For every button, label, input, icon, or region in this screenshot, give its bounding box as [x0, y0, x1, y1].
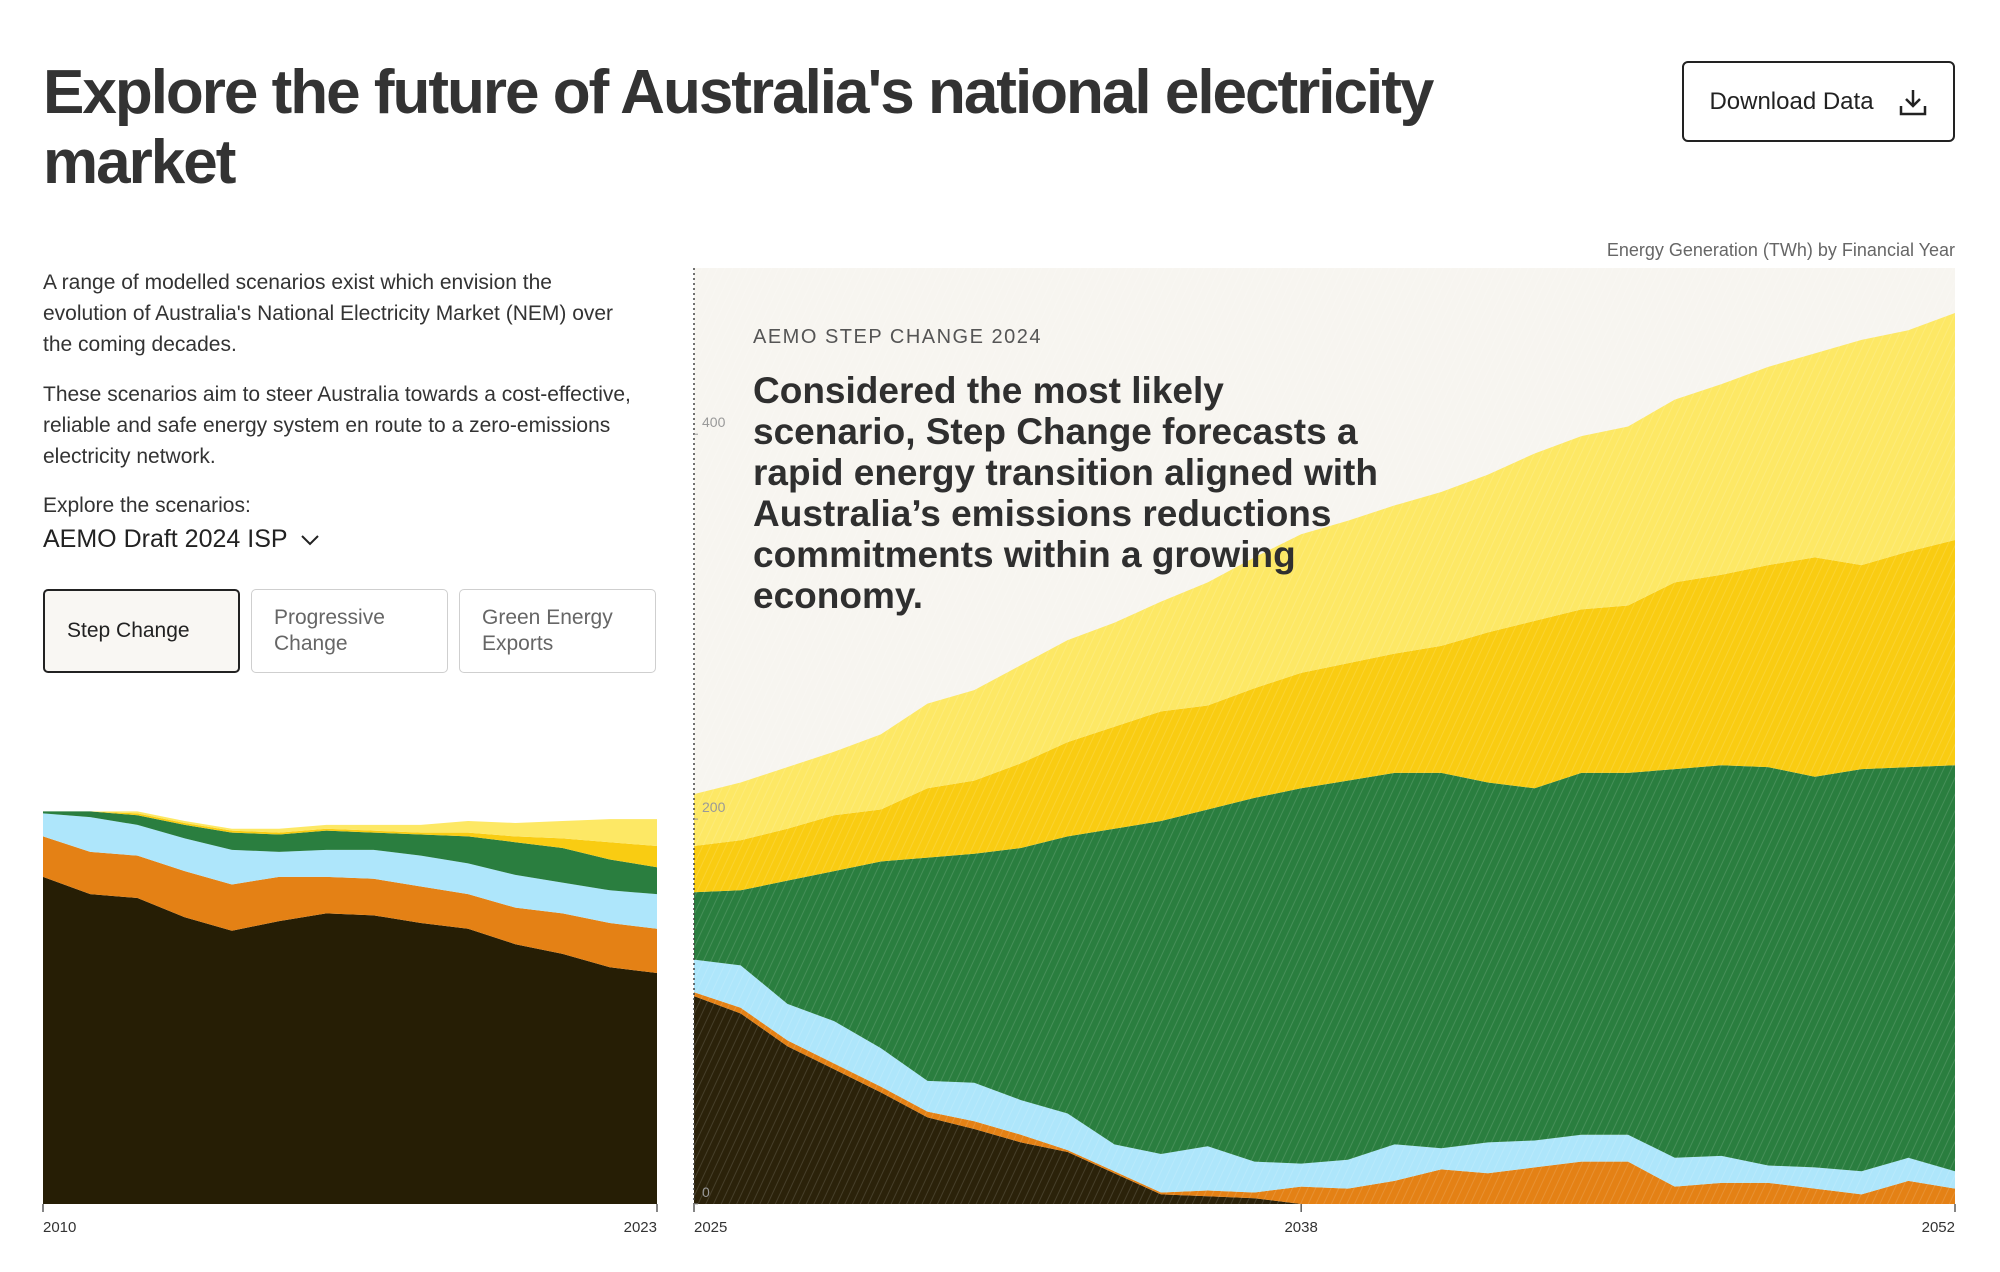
area — [43, 813, 657, 929]
area — [43, 811, 657, 895]
page-title: Explore the future of Australia's nation… — [43, 58, 1434, 197]
annotation-label: AEMO STEP CHANGE 2024 — [753, 326, 1042, 348]
dataset-dropdown[interactable]: AEMO Draft 2024 ISP — [43, 525, 320, 554]
scenario-button[interactable]: Green Energy Exports — [459, 589, 656, 673]
area — [43, 811, 657, 847]
download-icon — [1899, 89, 1926, 115]
dropdown-label: AEMO Draft 2024 ISP — [43, 525, 288, 553]
intro-paragraph: A range of modelled scenarios exist whic… — [43, 271, 614, 356]
download-button[interactable]: Download Data — [1682, 61, 1955, 142]
axes: 2010 2023 2025 2038 2052 0 200 400 — [42, 414, 1956, 1236]
intro-paragraph: These scenarios aim to steer Australia t… — [43, 383, 631, 468]
scenario-prompt: Explore the scenarios: — [43, 494, 251, 517]
y-tick-label: 0 — [702, 1184, 710, 1200]
x-tick-label: 2052 — [1922, 1219, 1955, 1236]
area — [43, 811, 657, 868]
area — [43, 836, 657, 974]
download-label: Download Data — [1709, 87, 1874, 115]
area — [43, 876, 657, 1204]
x-tick-label: 2023 — [624, 1219, 657, 1236]
x-tick-label: 2025 — [694, 1219, 727, 1236]
annotation: Considered the most likely scenario, Ste… — [753, 370, 1378, 616]
forecast-hatching — [694, 268, 1955, 1204]
scenario-button[interactable]: Progressive Change — [251, 589, 448, 673]
chart-title: Energy Generation (TWh) by Financial Yea… — [1606, 240, 1955, 260]
chevron — [300, 534, 319, 545]
x-tick-label: 2010 — [43, 1219, 76, 1236]
x-tick-label: 2038 — [1284, 1219, 1317, 1236]
scenario-button[interactable]: Step Change — [43, 589, 240, 673]
y-tick-label: 200 — [702, 799, 726, 815]
y-tick-label: 400 — [702, 414, 726, 430]
